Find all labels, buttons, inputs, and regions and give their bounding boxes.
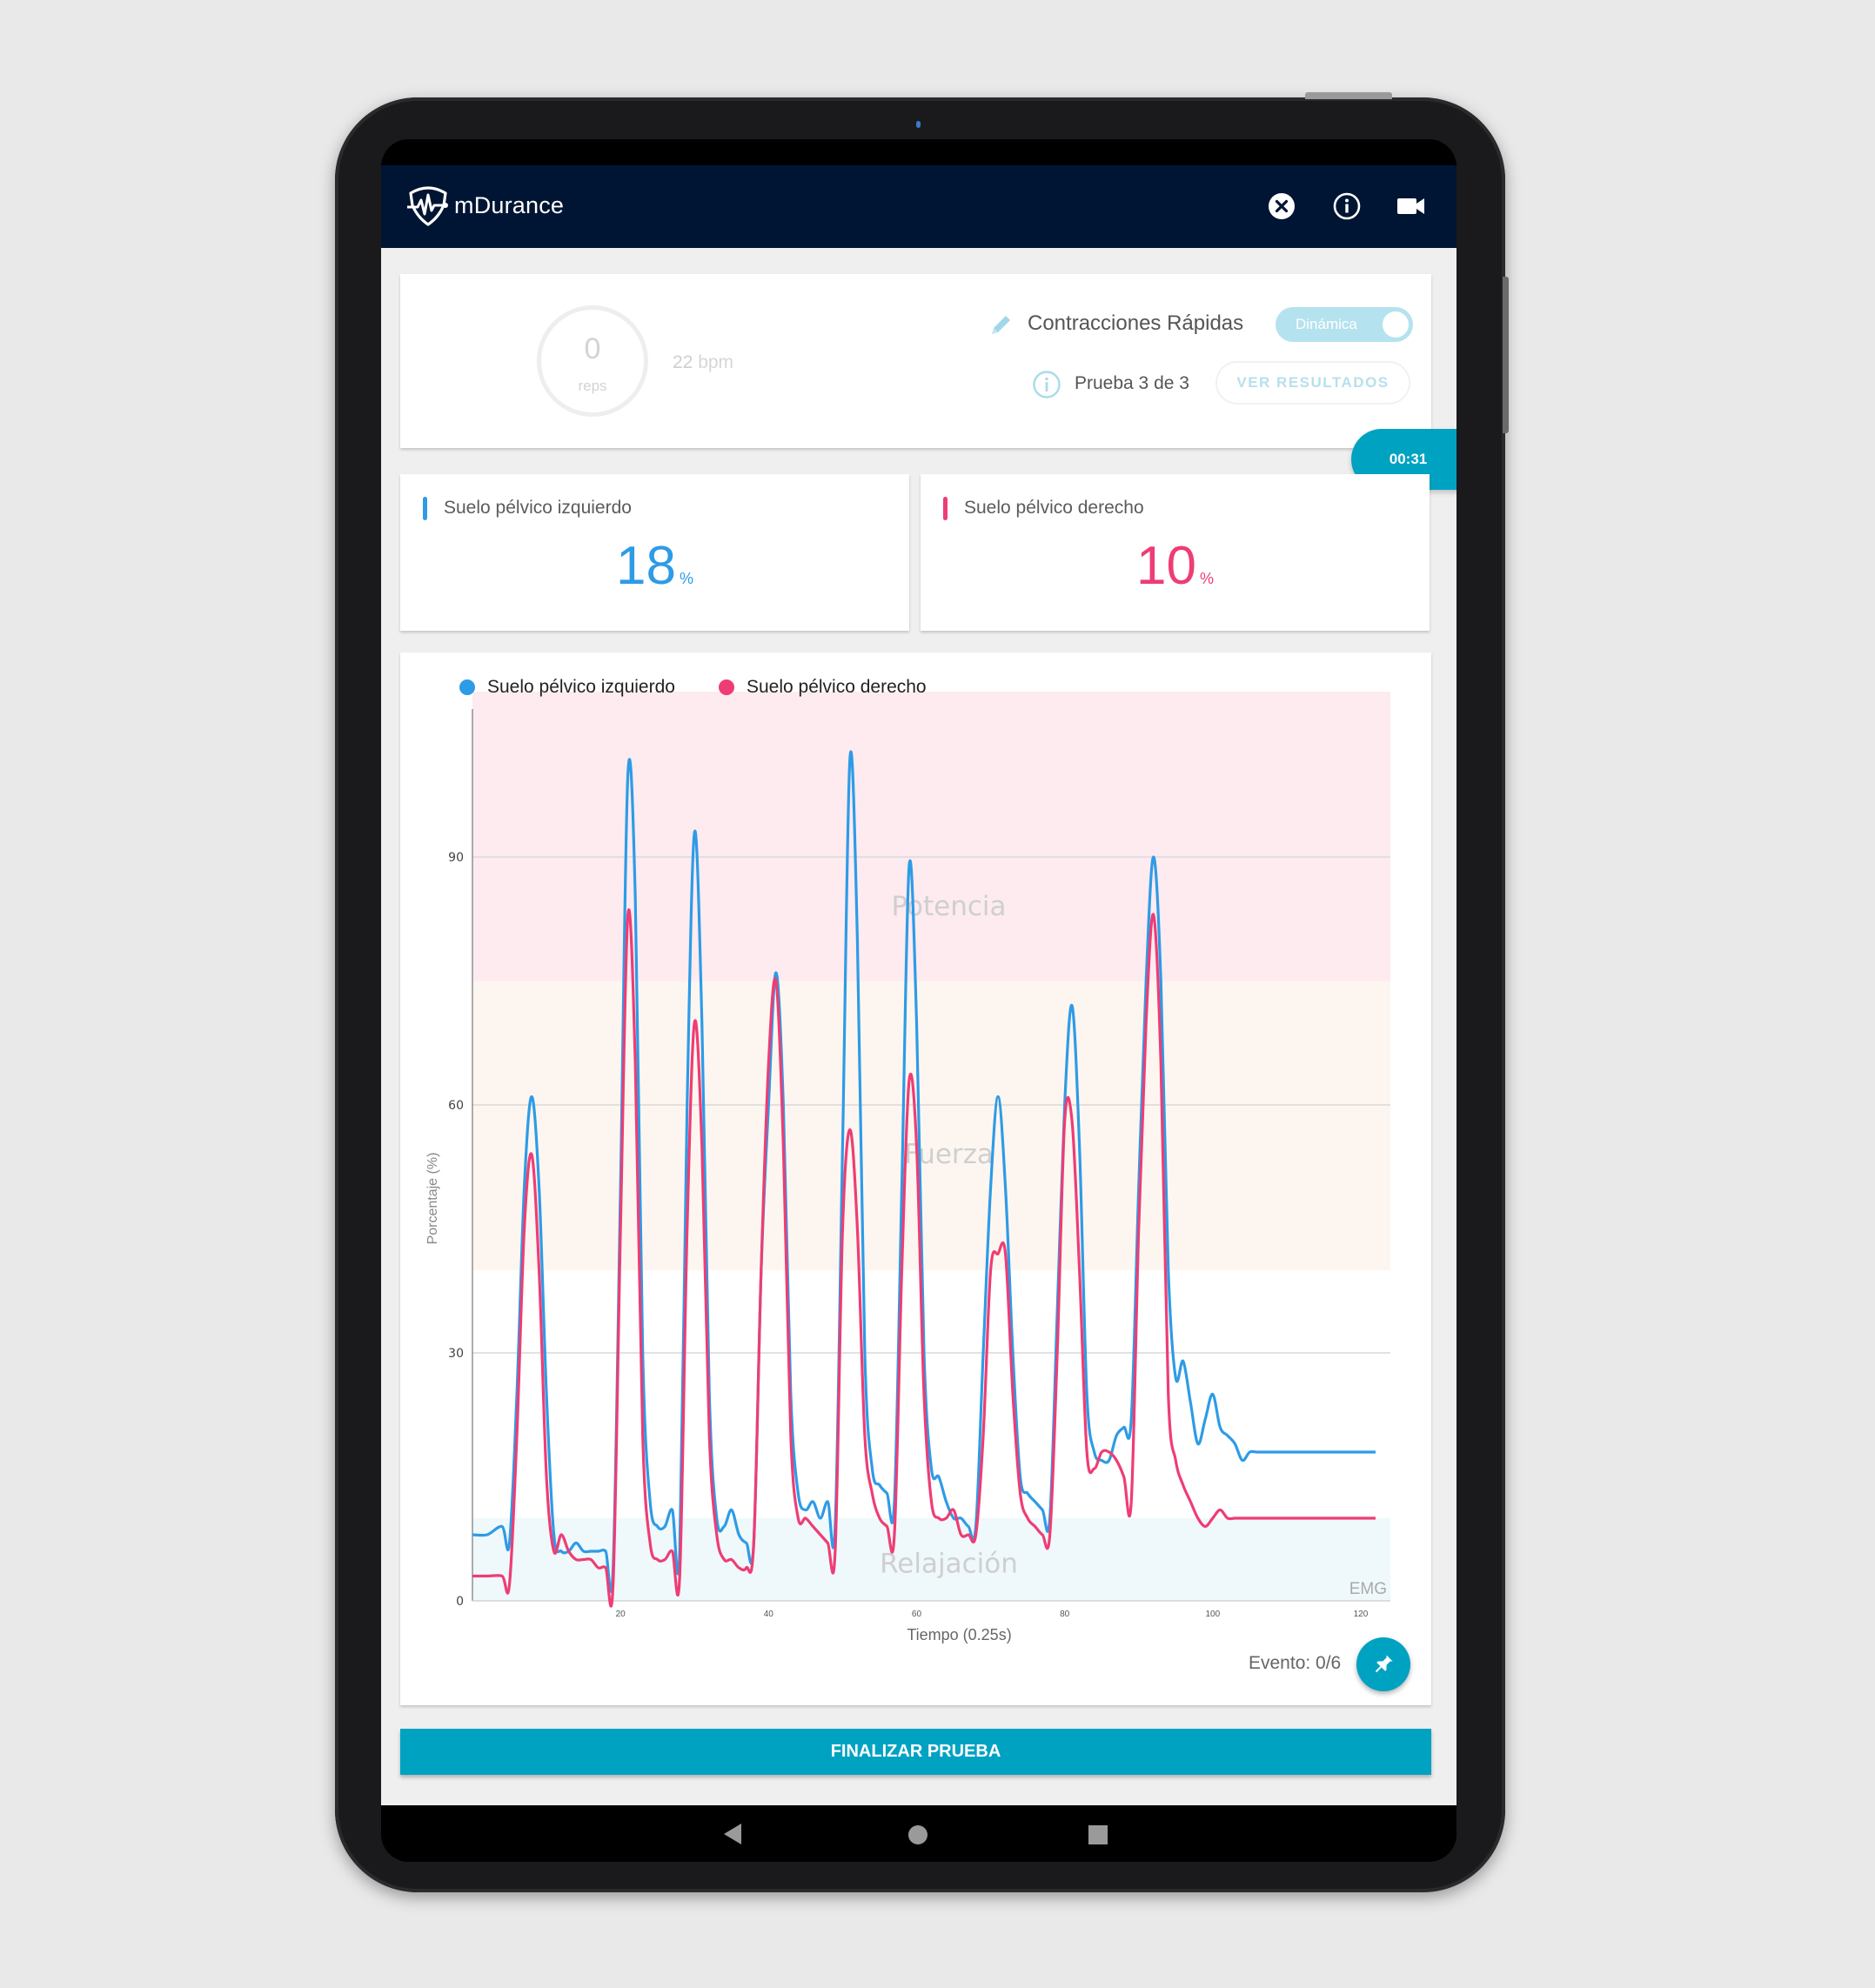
info-icon: [1033, 371, 1061, 398]
stat-unit: %: [1199, 570, 1214, 587]
stat-value: 18%: [400, 535, 909, 597]
info-button[interactable]: [1331, 191, 1363, 222]
x-tick-label: 100: [1205, 1610, 1220, 1619]
x-tick-label: 20: [616, 1610, 626, 1619]
zone-band: [472, 1518, 1390, 1601]
main-content: 0 reps 22 bpm Contracciones Rápidas Diná…: [381, 248, 1456, 1805]
x-tick-label: 80: [1060, 1610, 1070, 1619]
video-camera-icon: [1397, 198, 1424, 214]
stat-number: 10: [1136, 536, 1196, 596]
pencil-icon: [992, 316, 1010, 334]
chart-legend: Suelo pélvico izquierdo Suelo pélvico de…: [459, 677, 927, 698]
add-event-button[interactable]: [1356, 1637, 1410, 1691]
heart-shield-logo-icon: [407, 186, 448, 226]
bpm-unit: bpm: [698, 352, 734, 372]
y-tick-label: 90: [448, 851, 464, 865]
y-tick-label: 60: [448, 1099, 464, 1113]
trial-info-button[interactable]: [1032, 370, 1061, 404]
exercise-name: Contracciones Rápidas: [1028, 311, 1244, 335]
series-right-line: [472, 908, 1376, 1608]
video-button[interactable]: [1396, 191, 1427, 222]
session-card: 0 reps 22 bpm Contracciones Rápidas Diná…: [400, 274, 1431, 448]
legend-label: Suelo pélvico izquierdo: [487, 677, 675, 697]
legend-label: Suelo pélvico derecho: [746, 677, 927, 697]
mode-toggle-label: Dinámica: [1296, 316, 1357, 332]
stat-number: 18: [616, 536, 676, 596]
legend-dot-icon: [718, 679, 734, 695]
y-tick-label: 30: [448, 1347, 464, 1361]
stat-unit: %: [679, 570, 693, 587]
x-axis-label: Tiempo (0.25s): [907, 1626, 1011, 1643]
trial-counter: Prueba 3 de 3: [1075, 373, 1189, 393]
pin-icon: [1375, 1655, 1393, 1673]
y-tick-label: 0: [456, 1595, 464, 1609]
app-logo: mDurance: [405, 184, 564, 226]
screen: mDurance 0 reps: [381, 139, 1456, 1862]
emg-chart-card: 0 30 60 90 20 40 60 80 100 120 Potencia Fuerza Relaj…: [400, 653, 1431, 1705]
zone-label: Relajación: [880, 1548, 1018, 1579]
bpm-indicator: 22 bpm: [673, 352, 733, 373]
x-tick-label: 120: [1354, 1610, 1369, 1619]
legend-dot-icon: [459, 679, 475, 695]
toggle-knob: [1383, 311, 1409, 338]
zone-label: Potencia: [891, 891, 1006, 922]
close-button[interactable]: [1266, 191, 1297, 222]
stat-title: Suelo pélvico derecho: [964, 498, 1144, 518]
emg-watermark: EMG: [1349, 1580, 1387, 1598]
reps-value: 0: [584, 332, 601, 365]
volume-button: [1503, 277, 1509, 433]
reps-label: reps: [578, 378, 607, 394]
recents-button[interactable]: [1088, 1824, 1108, 1850]
stat-value: 10%: [921, 535, 1430, 597]
back-button[interactable]: [722, 1823, 743, 1850]
stat-card-right: Suelo pélvico derecho 10%: [921, 474, 1430, 631]
zone-band: [472, 692, 1390, 981]
legend-item-right[interactable]: Suelo pélvico derecho: [718, 677, 927, 698]
status-bar: [381, 139, 1456, 165]
info-icon: [1333, 192, 1361, 220]
x-tick-label: 40: [764, 1610, 774, 1619]
left-color-bar: [423, 497, 427, 520]
app-title: mDurance: [454, 191, 565, 218]
back-icon: [724, 1824, 741, 1844]
zone-band: [472, 981, 1390, 1270]
home-icon: [908, 1825, 927, 1844]
close-circle-icon: [1269, 193, 1295, 219]
mode-toggle[interactable]: Dinámica: [1276, 307, 1413, 342]
bpm-value: 22: [673, 352, 693, 372]
x-tick-label: 60: [912, 1610, 922, 1619]
right-color-bar: [943, 497, 948, 520]
home-button[interactable]: [907, 1824, 928, 1850]
stat-title: Suelo pélvico izquierdo: [444, 498, 632, 518]
power-button: [1305, 92, 1392, 99]
edit-exercise-button[interactable]: [988, 312, 1014, 343]
y-axis-label: Porcentaje (%): [425, 1153, 440, 1245]
android-nav-bar: [381, 1805, 1456, 1862]
legend-item-left[interactable]: Suelo pélvico izquierdo: [459, 677, 675, 698]
app-header: mDurance: [381, 165, 1456, 248]
front-camera: [916, 121, 921, 128]
recents-icon: [1088, 1825, 1108, 1844]
reps-counter: 0 reps: [537, 305, 648, 417]
finish-test-button[interactable]: FINALIZAR PRUEBA: [400, 1729, 1431, 1775]
event-counter: Evento: 0/6: [1249, 1653, 1342, 1673]
view-results-button[interactable]: VER RESULTADOS: [1215, 361, 1410, 405]
stat-card-left: Suelo pélvico izquierdo 18%: [400, 474, 909, 631]
